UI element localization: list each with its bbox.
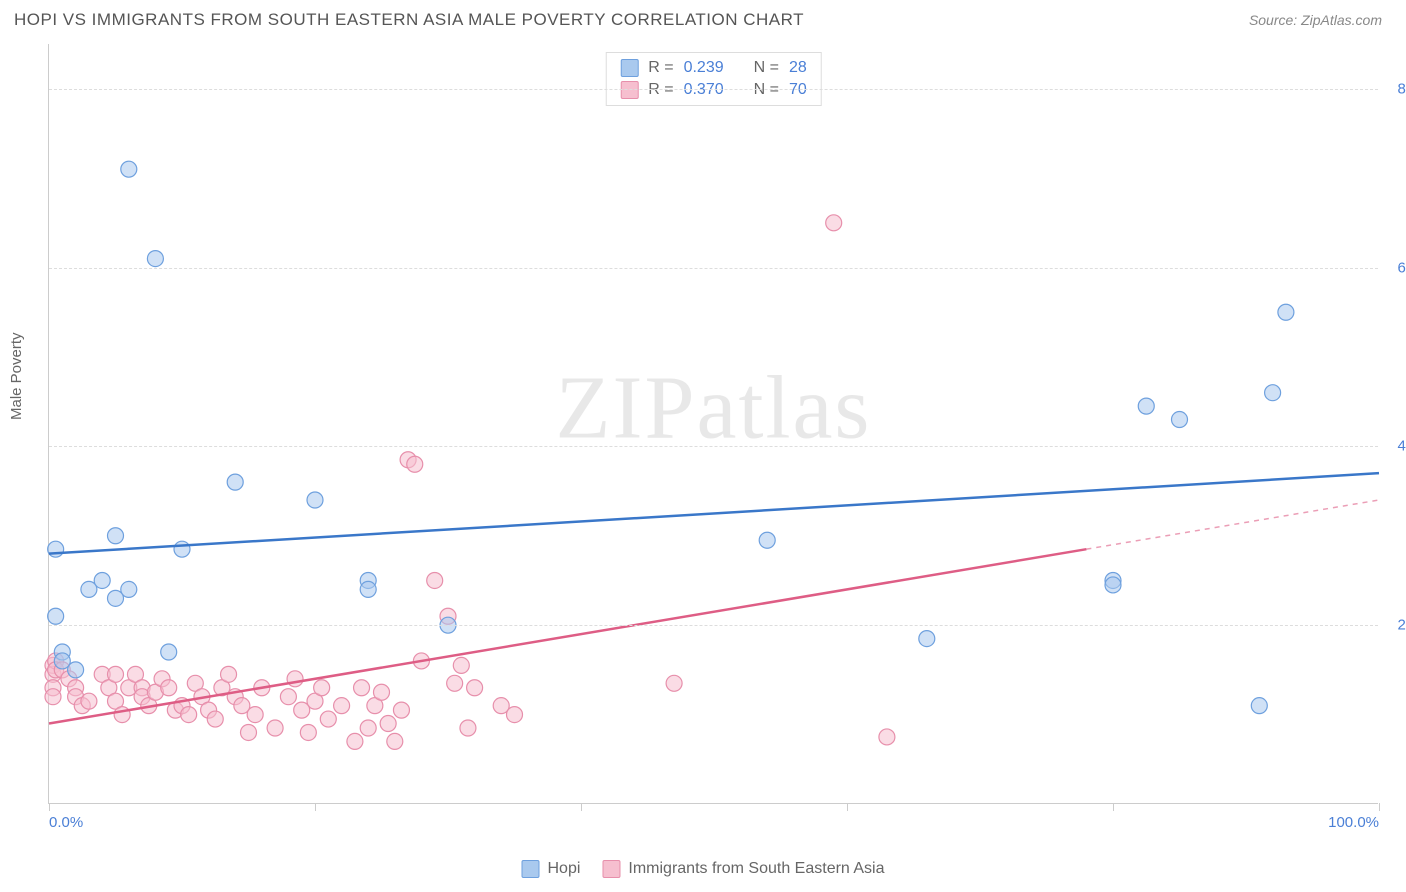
scatter-point (94, 572, 110, 588)
chart-plot-area: ZIPatlas R = 0.239 N = 28 R = 0.370 N = … (48, 44, 1378, 804)
scatter-point (347, 733, 363, 749)
scatter-point (181, 707, 197, 723)
scatter-point (1172, 412, 1188, 428)
scatter-point (507, 707, 523, 723)
scatter-point (1138, 398, 1154, 414)
scatter-point (247, 707, 263, 723)
scatter-point (121, 161, 137, 177)
grid-line (49, 268, 1378, 269)
trend-line-extrapolated (1086, 500, 1379, 549)
scatter-point (207, 711, 223, 727)
scatter-point (81, 693, 97, 709)
x-tick (1113, 803, 1114, 811)
scatter-point (407, 456, 423, 472)
scatter-point (121, 581, 137, 597)
scatter-point (48, 608, 64, 624)
grid-line (49, 446, 1378, 447)
scatter-point (447, 675, 463, 691)
scatter-point (334, 698, 350, 714)
swatch-immigrants (602, 860, 620, 878)
scatter-point (108, 528, 124, 544)
y-tick-label: 80.0% (1397, 80, 1406, 97)
scatter-point (467, 680, 483, 696)
scatter-point (320, 711, 336, 727)
scatter-point (147, 251, 163, 267)
legend-label: Immigrants from South Eastern Asia (628, 860, 884, 878)
scatter-point (393, 702, 409, 718)
scatter-point (1278, 304, 1294, 320)
scatter-point (300, 724, 316, 740)
scatter-point (453, 657, 469, 673)
scatter-point (879, 729, 895, 745)
x-tick (847, 803, 848, 811)
scatter-point (374, 684, 390, 700)
scatter-point (280, 689, 296, 705)
scatter-point (161, 680, 177, 696)
x-tick-label: 100.0% (1328, 814, 1379, 831)
x-tick (581, 803, 582, 811)
scatter-point (221, 666, 237, 682)
scatter-point (174, 541, 190, 557)
scatter-point (387, 733, 403, 749)
y-tick-label: 40.0% (1397, 438, 1406, 455)
scatter-point (380, 716, 396, 732)
scatter-point (227, 474, 243, 490)
legend-label: Hopi (547, 860, 580, 878)
scatter-point (287, 671, 303, 687)
source-label: Source: ZipAtlas.com (1249, 12, 1382, 28)
scatter-point (666, 675, 682, 691)
scatter-point (360, 720, 376, 736)
grid-line (49, 625, 1378, 626)
scatter-point (460, 720, 476, 736)
x-tick (315, 803, 316, 811)
grid-line (49, 89, 1378, 90)
scatter-point (360, 581, 376, 597)
scatter-point (1265, 385, 1281, 401)
scatter-point (759, 532, 775, 548)
scatter-point (267, 720, 283, 736)
scatter-point (919, 631, 935, 647)
scatter-point (45, 689, 61, 705)
chart-title: HOPI VS IMMIGRANTS FROM SOUTH EASTERN AS… (14, 10, 804, 30)
bottom-legend: Hopi Immigrants from South Eastern Asia (521, 860, 884, 878)
trend-line (49, 473, 1379, 553)
x-tick (49, 803, 50, 811)
x-tick-label: 0.0% (49, 814, 83, 831)
scatter-point (314, 680, 330, 696)
scatter-svg (49, 44, 1378, 803)
legend-item-immigrants: Immigrants from South Eastern Asia (602, 860, 884, 878)
scatter-point (427, 572, 443, 588)
scatter-point (307, 492, 323, 508)
legend-item-hopi: Hopi (521, 860, 580, 878)
scatter-point (161, 644, 177, 660)
swatch-hopi (521, 860, 539, 878)
scatter-point (1251, 698, 1267, 714)
scatter-point (1105, 577, 1121, 593)
y-axis-label: Male Poverty (8, 332, 25, 420)
scatter-point (108, 666, 124, 682)
y-tick-label: 20.0% (1397, 617, 1406, 634)
scatter-point (114, 707, 130, 723)
scatter-point (354, 680, 370, 696)
y-tick-label: 60.0% (1397, 259, 1406, 276)
scatter-point (68, 662, 84, 678)
x-tick (1379, 803, 1380, 811)
scatter-point (826, 215, 842, 231)
scatter-point (241, 724, 257, 740)
